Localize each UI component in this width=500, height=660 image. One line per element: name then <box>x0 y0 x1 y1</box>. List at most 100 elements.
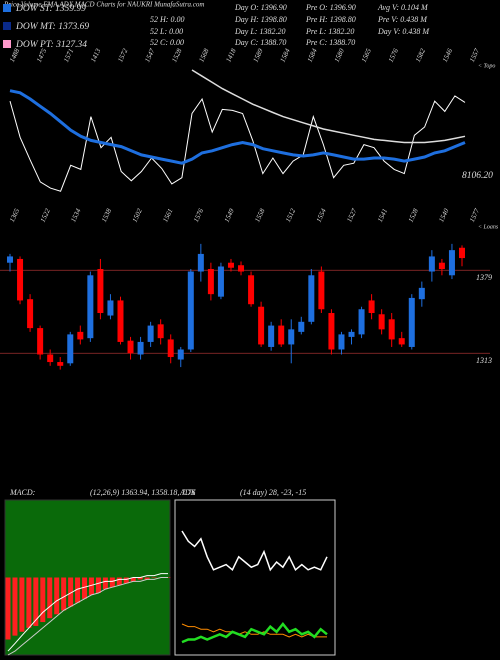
hist-bar <box>144 577 150 580</box>
candle-body <box>107 300 114 316</box>
candle-body <box>278 325 285 345</box>
candle-body <box>147 325 154 342</box>
candle-body <box>338 334 345 350</box>
candle-body <box>77 331 84 340</box>
candle-body <box>328 313 335 350</box>
candle-body <box>448 250 455 276</box>
panel-title: MACD: <box>9 488 36 497</box>
candle-body <box>258 306 265 345</box>
series-line <box>9 89 466 165</box>
candle-body <box>197 253 204 272</box>
candle-body <box>378 314 385 330</box>
candle-body <box>7 256 13 263</box>
candle-body <box>27 299 34 329</box>
candle-body <box>428 256 435 272</box>
series-line <box>181 622 328 644</box>
candle-body <box>207 269 214 295</box>
candle-body <box>358 309 365 335</box>
candle-body <box>308 275 315 322</box>
candle-body <box>57 362 64 366</box>
page-title: Price,Volume,EMA,ADX,MACD Charts for NAU… <box>3 1 204 9</box>
series-line <box>7 577 168 656</box>
hist-bar <box>19 577 25 632</box>
candle-body <box>408 297 415 347</box>
candle-body <box>388 319 395 340</box>
hist-bar <box>102 577 108 590</box>
edge-label: < Loans <box>478 224 499 230</box>
candle-body <box>348 331 355 337</box>
hist-bar <box>137 577 143 580</box>
candle-body <box>238 265 245 272</box>
candle-body <box>177 349 184 360</box>
hist-bar <box>5 577 11 640</box>
candle-body <box>117 300 124 342</box>
candle-body <box>227 262 234 268</box>
info: Day L: 1382.20 <box>234 27 285 36</box>
hist-bar <box>12 577 18 636</box>
series-line <box>191 69 466 144</box>
info: 52 H: 0.00 <box>150 15 184 24</box>
legend-swatch <box>3 4 11 12</box>
candle-body <box>248 275 255 305</box>
info: 52 C: 0.00 <box>150 38 184 47</box>
candle-body <box>187 271 194 350</box>
info: Avg V: 0.104 M <box>377 3 429 12</box>
candle-body <box>217 266 224 297</box>
candle-body <box>47 354 54 363</box>
panel-params: (12,26,9) 1363.94, 1358.18, 7.76 <box>90 488 195 497</box>
info: Day V: 0.438 M <box>377 27 430 36</box>
info: 52 L: 0.00 <box>150 27 183 36</box>
level-label: 1313 <box>476 356 492 365</box>
candle-body <box>459 247 465 259</box>
hist-bar <box>40 577 46 623</box>
series-line <box>181 623 327 638</box>
hist-bar <box>68 577 74 607</box>
hist-bar <box>47 577 53 619</box>
candle-body <box>67 334 74 364</box>
legend-label: DOW ST: 1359.99 <box>15 4 86 14</box>
candle-body <box>37 328 44 355</box>
series-line <box>9 95 466 192</box>
candle-body <box>268 325 275 347</box>
hist-bar <box>75 577 81 603</box>
end-label: 8106.20 <box>462 171 493 181</box>
info: Pre H: 1398.80 <box>305 15 356 24</box>
edge-label: < Topo <box>478 63 495 69</box>
candle-body <box>288 329 295 345</box>
level-label: 1379 <box>476 273 492 282</box>
hist-bar <box>95 577 101 593</box>
legend-label: DOW PT: 3127.34 <box>15 40 87 50</box>
hist-bar <box>88 577 94 595</box>
candle-body <box>127 340 134 354</box>
candle-body <box>87 275 94 339</box>
hist-bar <box>26 577 32 628</box>
candle-body <box>318 271 325 310</box>
legend-swatch <box>3 22 11 30</box>
candle-body <box>298 321 305 332</box>
panel-title: ADX <box>179 488 197 497</box>
info: Pre L: 1382.20 <box>305 27 354 36</box>
candle-body <box>137 341 144 355</box>
candle-body <box>17 258 24 301</box>
info: Pre O: 1396.90 <box>305 3 356 12</box>
hist-bar <box>33 577 39 626</box>
hist-bar <box>151 577 157 578</box>
candle-body <box>167 339 174 358</box>
legend-swatch <box>3 40 11 48</box>
hist-bar <box>54 577 60 615</box>
candle-body <box>97 269 104 314</box>
hist-bar <box>109 577 115 588</box>
series-line <box>7 573 168 652</box>
candle-body <box>157 324 164 339</box>
hist-bar <box>123 577 129 584</box>
candle-body <box>368 300 375 314</box>
info: Day O: 1396.90 <box>234 3 287 12</box>
candle-body <box>398 338 405 345</box>
info: Pre V: 0.438 M <box>377 15 428 24</box>
hist-bar <box>116 577 122 586</box>
candle-body <box>438 262 445 270</box>
series-line <box>181 530 328 572</box>
hist-bar <box>61 577 67 611</box>
panel-params: (14 day) 28, -23, -15 <box>240 488 306 497</box>
